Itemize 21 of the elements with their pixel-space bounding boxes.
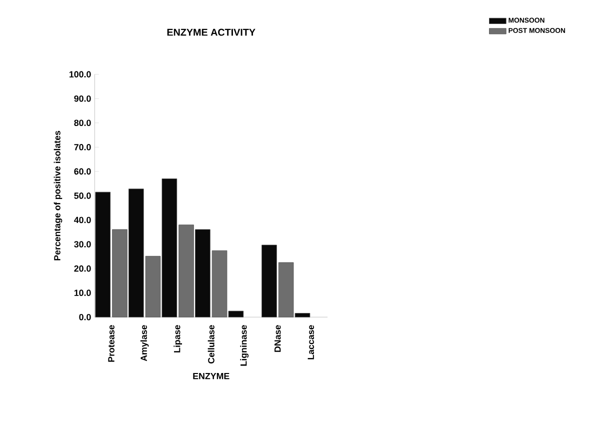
x-tick-label: Amylase xyxy=(140,325,149,362)
y-tick-label: 50.0 xyxy=(74,192,91,199)
y-tick-label: 100.0 xyxy=(70,71,91,78)
x-tick-label: Protease xyxy=(108,325,114,362)
x-axis-title: ENZYME xyxy=(193,373,230,380)
y-tick-label: 30.0 xyxy=(74,241,91,248)
y-tick-label: 90.0 xyxy=(74,95,91,102)
x-tick-label: Ligninase xyxy=(240,325,249,366)
x-tick-label: Laccase xyxy=(308,325,314,360)
y-axis-title: Percentage of positive isolates xyxy=(54,130,62,260)
y-tick-label: 70.0 xyxy=(74,144,91,150)
y-tick-label: 10.0 xyxy=(74,290,91,296)
chart-title: ENZYME ACTIVITY xyxy=(167,28,256,36)
x-tick-label: Cellulase xyxy=(208,325,214,364)
y-tick-label: 40.0 xyxy=(74,216,91,224)
y-tick-label: 80.0 xyxy=(74,120,91,126)
x-tick-label: DNase xyxy=(274,325,281,352)
y-tick-label: 0.0 xyxy=(79,314,91,320)
y-tick-label: 60.0 xyxy=(74,168,91,175)
x-tick-label: Lipase xyxy=(174,325,182,352)
y-tick-label: 20.0 xyxy=(74,265,91,272)
